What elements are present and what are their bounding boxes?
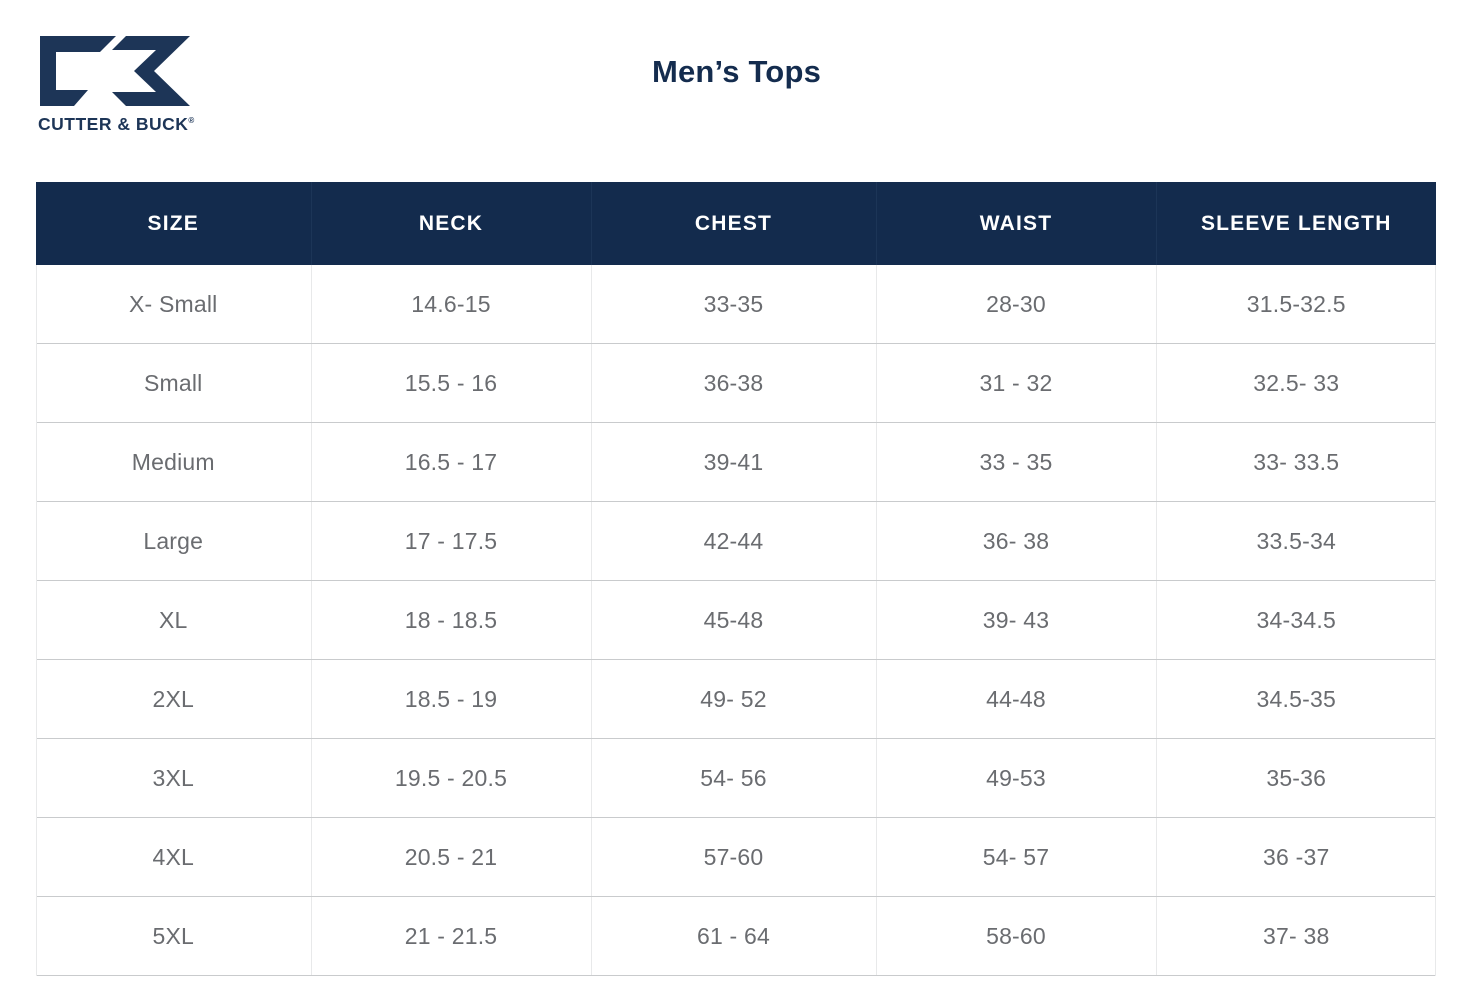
table-header-row: SIZE NECK CHEST WAIST SLEEVE LENGTH xyxy=(36,182,1436,265)
cell-neck: 14.6-15 xyxy=(311,265,592,344)
cell-waist: 28-30 xyxy=(876,265,1157,344)
cell-neck: 16.5 - 17 xyxy=(311,422,592,502)
page-header: CUTTER & BUCK® Men’s Tops xyxy=(0,0,1473,182)
cell-size: X- Small xyxy=(36,265,312,344)
column-header-size: SIZE xyxy=(36,182,312,265)
cell-chest: 57-60 xyxy=(591,817,877,897)
cell-waist: 39- 43 xyxy=(876,580,1157,660)
cell-sleeve: 31.5-32.5 xyxy=(1156,265,1436,344)
cell-chest: 39-41 xyxy=(591,422,877,502)
cell-size: XL xyxy=(36,580,312,660)
cell-sleeve: 35-36 xyxy=(1156,738,1436,818)
cell-neck: 15.5 - 16 xyxy=(311,343,592,423)
cell-size: 5XL xyxy=(36,896,312,976)
table-row: 4XL 20.5 - 21 57-60 54- 57 36 -37 xyxy=(36,817,1436,897)
cell-neck: 18 - 18.5 xyxy=(311,580,592,660)
cell-chest: 42-44 xyxy=(591,501,877,581)
table-row: Large 17 - 17.5 42-44 36- 38 33.5-34 xyxy=(36,501,1436,581)
registered-mark: ® xyxy=(188,116,195,126)
cell-sleeve: 34.5-35 xyxy=(1156,659,1436,739)
cell-sleeve: 37- 38 xyxy=(1156,896,1436,976)
table-row: XL 18 - 18.5 45-48 39- 43 34-34.5 xyxy=(36,580,1436,660)
cell-chest: 49- 52 xyxy=(591,659,877,739)
cell-size: Medium xyxy=(36,422,312,502)
cell-sleeve: 33- 33.5 xyxy=(1156,422,1436,502)
cell-waist: 36- 38 xyxy=(876,501,1157,581)
column-header-neck: NECK xyxy=(311,182,592,265)
cell-size: 2XL xyxy=(36,659,312,739)
table-body: X- Small 14.6-15 33-35 28-30 31.5-32.5 S… xyxy=(36,265,1436,976)
page-title: Men’s Tops xyxy=(651,54,822,89)
cell-size: Large xyxy=(36,501,312,581)
cell-waist: 49-53 xyxy=(876,738,1157,818)
brand-wordmark: CUTTER & BUCK® xyxy=(38,114,210,135)
cell-size: Small xyxy=(36,343,312,423)
cell-chest: 45-48 xyxy=(591,580,877,660)
cell-neck: 18.5 - 19 xyxy=(311,659,592,739)
column-header-sleeve: SLEEVE LENGTH xyxy=(1156,182,1436,265)
table-row: Small 15.5 - 16 36-38 31 - 32 32.5- 33 xyxy=(36,343,1436,423)
size-chart-table-wrap: SIZE NECK CHEST WAIST SLEEVE LENGTH X- S… xyxy=(36,182,1436,976)
table-row: 3XL 19.5 - 20.5 54- 56 49-53 35-36 xyxy=(36,738,1436,818)
size-chart-table: SIZE NECK CHEST WAIST SLEEVE LENGTH X- S… xyxy=(36,182,1436,976)
column-header-waist: WAIST xyxy=(876,182,1157,265)
cell-waist: 33 - 35 xyxy=(876,422,1157,502)
cell-chest: 61 - 64 xyxy=(591,896,877,976)
cell-size: 3XL xyxy=(36,738,312,818)
cell-neck: 17 - 17.5 xyxy=(311,501,592,581)
column-header-chest: CHEST xyxy=(591,182,877,265)
cell-waist: 31 - 32 xyxy=(876,343,1157,423)
cell-size: 4XL xyxy=(36,817,312,897)
cell-waist: 54- 57 xyxy=(876,817,1157,897)
cell-waist: 44-48 xyxy=(876,659,1157,739)
cutter-and-buck-cb-monogram-icon xyxy=(40,36,190,106)
brand-logo: CUTTER & BUCK® xyxy=(38,34,210,135)
cell-chest: 33-35 xyxy=(591,265,877,344)
cell-sleeve: 32.5- 33 xyxy=(1156,343,1436,423)
table-row: 5XL 21 - 21.5 61 - 64 58-60 37- 38 xyxy=(36,896,1436,976)
table-row: 2XL 18.5 - 19 49- 52 44-48 34.5-35 xyxy=(36,659,1436,739)
brand-wordmark-text: CUTTER & BUCK xyxy=(38,114,189,134)
cell-sleeve: 33.5-34 xyxy=(1156,501,1436,581)
cell-sleeve: 36 -37 xyxy=(1156,817,1436,897)
table-header: SIZE NECK CHEST WAIST SLEEVE LENGTH xyxy=(36,182,1436,265)
cell-waist: 58-60 xyxy=(876,896,1157,976)
cell-chest: 54- 56 xyxy=(591,738,877,818)
table-row: X- Small 14.6-15 33-35 28-30 31.5-32.5 xyxy=(36,265,1436,344)
cell-chest: 36-38 xyxy=(591,343,877,423)
cell-sleeve: 34-34.5 xyxy=(1156,580,1436,660)
cell-neck: 21 - 21.5 xyxy=(311,896,592,976)
table-row: Medium 16.5 - 17 39-41 33 - 35 33- 33.5 xyxy=(36,422,1436,502)
cell-neck: 20.5 - 21 xyxy=(311,817,592,897)
cell-neck: 19.5 - 20.5 xyxy=(311,738,592,818)
